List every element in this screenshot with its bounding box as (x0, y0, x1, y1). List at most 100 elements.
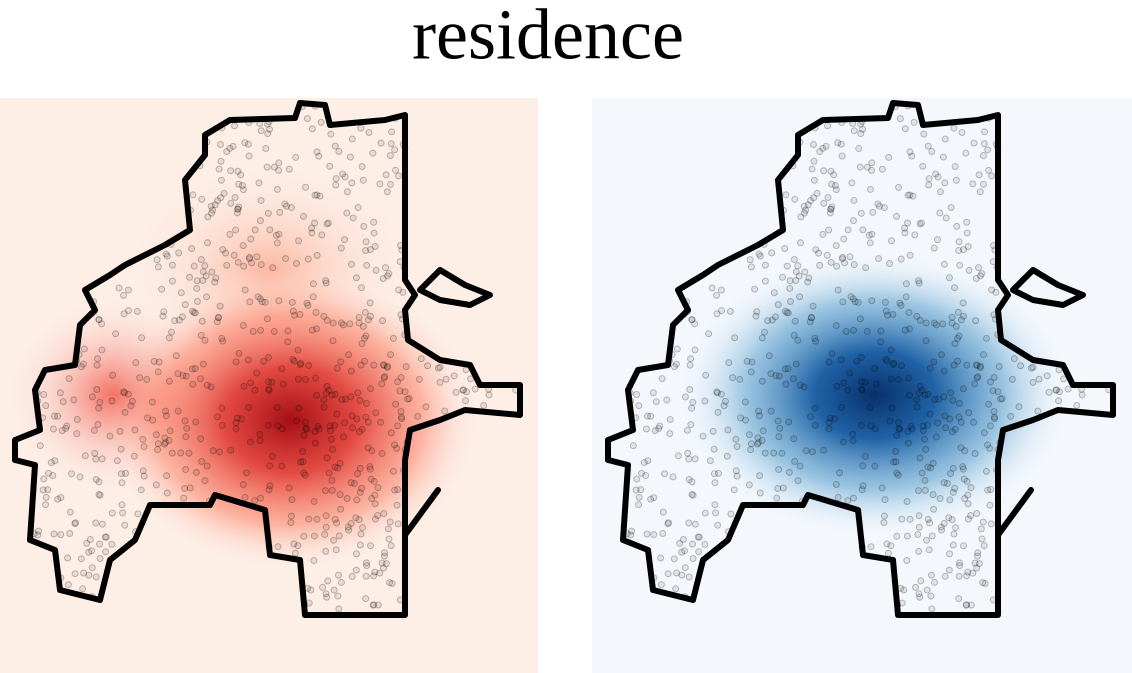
point (88, 564, 96, 572)
point (229, 142, 237, 150)
point (166, 427, 174, 435)
point (325, 469, 333, 477)
point (42, 501, 50, 509)
point (976, 363, 984, 371)
point (755, 412, 763, 420)
point (380, 509, 388, 517)
point (362, 399, 370, 407)
point (937, 523, 945, 531)
point (138, 334, 146, 342)
point (963, 229, 971, 237)
point (90, 426, 98, 434)
point (943, 479, 951, 487)
point (893, 532, 901, 540)
point (903, 532, 911, 540)
point (379, 274, 387, 282)
point (967, 484, 975, 492)
point (897, 301, 905, 309)
point (380, 361, 388, 369)
point (163, 489, 171, 497)
point (368, 447, 376, 455)
point (797, 213, 805, 221)
point (300, 212, 308, 220)
point (945, 274, 953, 282)
point (651, 427, 659, 435)
point (121, 521, 129, 529)
point (85, 571, 93, 579)
point (348, 135, 356, 143)
point (230, 251, 238, 259)
point (894, 418, 902, 426)
point (786, 284, 794, 292)
point (713, 310, 721, 318)
point (988, 286, 996, 294)
point (832, 481, 840, 489)
point (179, 371, 187, 379)
point (970, 139, 978, 147)
point (839, 253, 847, 261)
point (392, 166, 400, 174)
point (687, 421, 695, 429)
point (316, 192, 324, 200)
point (39, 486, 47, 494)
point (424, 362, 432, 370)
point (337, 505, 345, 513)
point (685, 455, 693, 463)
point (86, 536, 94, 544)
point (276, 208, 284, 216)
point (960, 542, 968, 550)
point (921, 486, 929, 494)
point (878, 165, 886, 173)
density (100, 270, 480, 570)
point (941, 135, 949, 143)
point (152, 431, 160, 439)
point (355, 516, 363, 524)
point (974, 549, 982, 557)
point (931, 395, 939, 403)
point (161, 434, 169, 442)
point (972, 317, 980, 325)
point (363, 261, 371, 269)
point (364, 418, 372, 426)
point (665, 519, 673, 527)
point (300, 431, 308, 439)
point (201, 262, 209, 270)
point (810, 194, 818, 202)
point (339, 433, 347, 441)
point (301, 418, 309, 426)
point (947, 389, 955, 397)
point (632, 486, 640, 494)
point (949, 464, 957, 472)
point (959, 299, 967, 307)
point (168, 449, 176, 457)
point (376, 569, 384, 577)
point (367, 475, 375, 483)
point (1045, 388, 1053, 396)
point (924, 421, 932, 429)
point (752, 312, 760, 320)
point (806, 413, 814, 421)
point (950, 124, 958, 132)
point (378, 380, 386, 388)
point (635, 501, 643, 509)
point (218, 334, 226, 342)
point (83, 539, 91, 547)
point (876, 202, 884, 210)
point (356, 464, 364, 472)
point (663, 396, 671, 404)
point (258, 298, 266, 306)
point (950, 361, 958, 369)
point (861, 378, 869, 386)
point (758, 436, 766, 444)
point (239, 322, 247, 330)
point (896, 299, 904, 307)
point (904, 191, 912, 199)
point (197, 331, 205, 339)
point (378, 559, 386, 567)
point (816, 148, 824, 156)
point (765, 352, 773, 360)
point (88, 393, 96, 401)
point (211, 278, 219, 286)
point (95, 478, 103, 486)
point (92, 455, 100, 463)
